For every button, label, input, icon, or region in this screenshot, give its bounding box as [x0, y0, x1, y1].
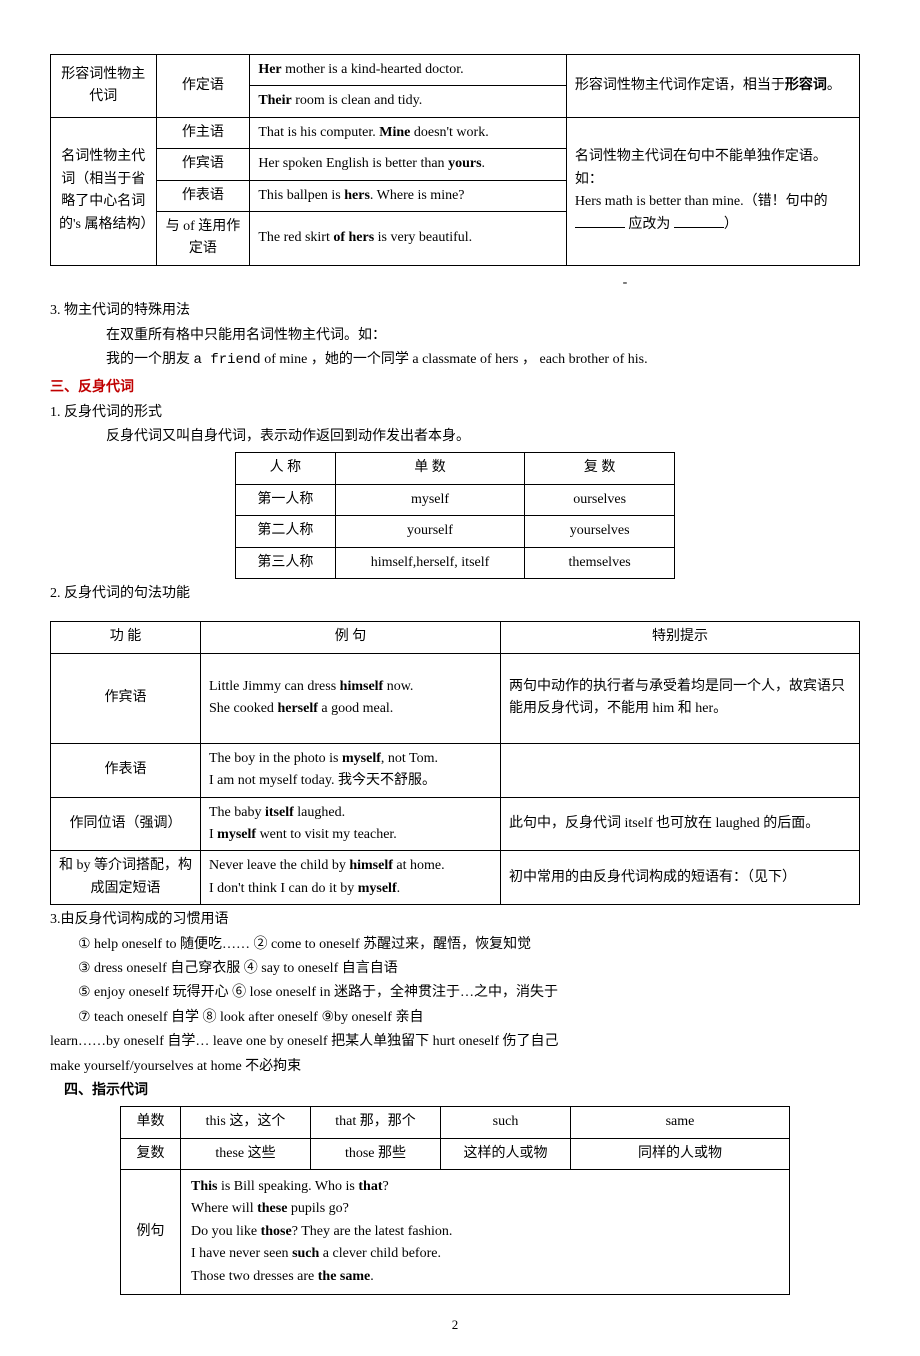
text: 在双重所有格中只能用名词性物主代词。如：: [106, 325, 860, 347]
header: 复 数: [525, 453, 675, 484]
cell: this 这，这个: [181, 1107, 311, 1138]
cell: 作宾语: [156, 149, 250, 180]
heading-reflexive: 三、反身代词: [50, 377, 860, 399]
page-number: 2: [50, 1315, 860, 1336]
subsection-title: 2. 反身代词的句法功能: [50, 583, 860, 605]
cell: 单数: [121, 1107, 181, 1138]
cell: That is his computer. Mine doesn't work.: [250, 117, 567, 148]
subsection-title: 1. 反身代词的形式: [50, 402, 860, 424]
text: make yourself/yourselves at home 不必拘束: [50, 1056, 860, 1078]
cell: ourselves: [525, 484, 675, 515]
header: 例 句: [201, 622, 501, 653]
cell: 复数: [121, 1138, 181, 1169]
cell: themselves: [525, 547, 675, 578]
reflexive-function-table: 功 能 例 句 特别提示 作宾语 Little Jimmy can dress …: [50, 621, 860, 905]
cell: 形容词性物主代词作定语，相当于形容词。: [566, 55, 859, 118]
cell: This ballpen is hers. Where is mine?: [250, 180, 567, 211]
header: 特别提示: [501, 622, 860, 653]
cell: Her spoken English is better than yours.: [250, 149, 567, 180]
cell: 作表语: [51, 743, 201, 797]
text: learn……by oneself 自学… leave one by onese…: [50, 1031, 860, 1053]
demonstrative-table: 单数 this 这，这个 that 那，那个 such same 复数 thes…: [120, 1106, 790, 1295]
cell: 同样的人或物: [571, 1138, 790, 1169]
cell: same: [571, 1107, 790, 1138]
cell: those 那些: [311, 1138, 441, 1169]
reflexive-form-table: 人 称 单 数 复 数 第一人称myselfourselves 第二人称your…: [235, 452, 675, 579]
text: 我的一个朋友 a friend of mine ，她的一个同学 a classm…: [106, 349, 860, 371]
cell: 作定语: [156, 55, 250, 118]
cell: [501, 743, 860, 797]
section-3-title: 3. 物主代词的特殊用法: [50, 300, 860, 322]
cell: 作同位语（强调）: [51, 797, 201, 851]
example-cell: This is Bill speaking. Who is that? Wher…: [181, 1170, 790, 1295]
cell: 两句中动作的执行者与承受着均是同一个人，故宾语只能用反身代词，不能用 him 和…: [501, 653, 860, 743]
cell: The baby itself laughed. I myself went t…: [201, 797, 501, 851]
text: ③ dress oneself 自己穿衣服 ④ say to oneself 自…: [78, 958, 860, 980]
cell: 第三人称: [236, 547, 336, 578]
cell: 名词性物主代词（相当于省略了中心名词的's 属格结构）: [51, 117, 157, 265]
text: ⑤ enjoy oneself 玩得开心 ⑥ lose oneself in 迷…: [78, 982, 860, 1004]
cell: 作主语: [156, 117, 250, 148]
text: ① help oneself to 随便吃…… ② come to onesel…: [78, 934, 860, 956]
cell: Her mother is a kind-hearted doctor.: [250, 55, 567, 86]
cell: such: [441, 1107, 571, 1138]
cell: 作宾语: [51, 653, 201, 743]
cell: The red skirt of hers is very beautiful.: [250, 211, 567, 265]
cell: myself: [335, 484, 525, 515]
cell: 名词性物主代词在句中不能单独作定语。如： Hers math is better…: [566, 117, 859, 265]
header: 功 能: [51, 622, 201, 653]
cell: 和 by 等介词搭配，构成固定短语: [51, 851, 201, 905]
cell: The boy in the photo is myself, not Tom.…: [201, 743, 501, 797]
cell: Their room is clean and tidy.: [250, 86, 567, 117]
header: 人 称: [236, 453, 336, 484]
cell: that 那，那个: [311, 1107, 441, 1138]
cell: Never leave the child by himself at home…: [201, 851, 501, 905]
cell: these 这些: [181, 1138, 311, 1169]
header: 单 数: [335, 453, 525, 484]
cell: yourself: [335, 516, 525, 547]
text: 反身代词又叫自身代词，表示动作返回到动作发出者本身。: [106, 426, 860, 448]
possessive-pronoun-table: 形容词性物主代词 作定语 Her mother is a kind-hearte…: [50, 54, 860, 266]
cell: 作表语: [156, 180, 250, 211]
cell: 第一人称: [236, 484, 336, 515]
cell: 这样的人或物: [441, 1138, 571, 1169]
cell: 形容词性物主代词: [51, 55, 157, 118]
heading-demonstrative: 四、指示代词: [64, 1080, 860, 1102]
cell: himself,herself, itself: [335, 547, 525, 578]
cell: Little Jimmy can dress himself now. She …: [201, 653, 501, 743]
cell: 初中常用的由反身代词构成的短语有：（见下）: [501, 851, 860, 905]
cell: 例句: [121, 1170, 181, 1295]
cell: 与 of 连用作定语: [156, 211, 250, 265]
cell: yourselves: [525, 516, 675, 547]
stray-dash: -: [390, 272, 860, 294]
cell: 此句中，反身代词 itself 也可放在 laughed 的后面。: [501, 797, 860, 851]
cell: 第二人称: [236, 516, 336, 547]
text: ⑦ teach oneself 自学 ⑧ look after oneself …: [78, 1007, 860, 1029]
idioms-title: 3.由反身代词构成的习惯用语: [50, 909, 860, 931]
